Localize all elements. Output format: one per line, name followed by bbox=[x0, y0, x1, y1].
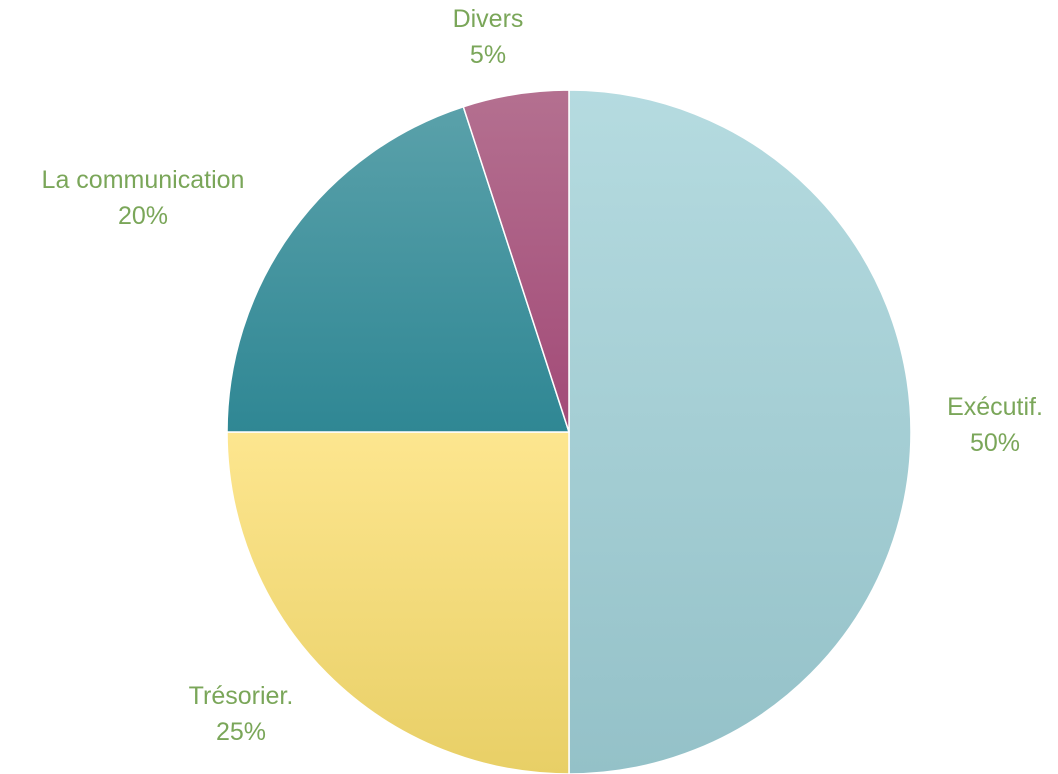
pie-slices bbox=[226, 89, 912, 774]
slice-percent-la-communication: 20% bbox=[118, 202, 168, 230]
slice-label-tresorier: Trésorier. bbox=[189, 682, 294, 710]
slice-label-divers: Divers bbox=[453, 5, 524, 33]
slice-percent-divers: 5% bbox=[470, 41, 506, 69]
pie-labels: Exécutif. 50% Trésorier. 25% La communicatio… bbox=[42, 5, 1043, 746]
slice-percent-tresorier: 25% bbox=[216, 718, 266, 746]
pie-slice-tresorier bbox=[226, 431, 570, 774]
pie-slice-la-communication bbox=[226, 105, 571, 433]
pie-slice-divers bbox=[462, 89, 570, 433]
slice-percent-executif: 50% bbox=[970, 429, 1020, 457]
pie-slice-executif bbox=[568, 89, 912, 774]
slice-label-la-communication: La communication bbox=[42, 166, 245, 194]
slice-label-executif: Exécutif. bbox=[947, 393, 1043, 421]
